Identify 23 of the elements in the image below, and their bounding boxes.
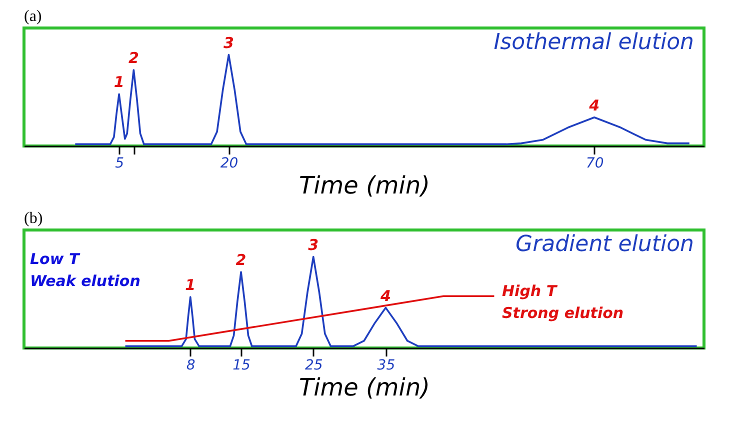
annotation: Isothermal elution [494,30,694,55]
annotation: 1 [114,73,124,92]
annotation: Low T Weak elution [30,250,140,290]
x-axis-title: Time (min) [298,172,430,200]
annotation: High T Strong elution [502,282,624,322]
x-tick-label: 70 [586,156,604,172]
x-tick-label: 20 [220,156,238,172]
annotation: 2 [236,251,246,270]
chart-title: (b) [24,210,43,227]
x-tick-label: 8 [186,358,196,374]
annotation: 1 [185,276,196,294]
annotation: 3 [224,34,234,52]
chart-title: (a) [24,8,42,25]
x-tick-label: 25 [304,358,323,374]
annotation: Gradient elution [516,232,694,257]
annotation: 2 [128,49,139,68]
annotation: 4 [379,286,391,305]
x-tick-label: 35 [377,358,396,374]
x-axis-title: Time (min) [298,374,430,402]
annotation: 3 [308,236,319,254]
x-tick-label: 5 [115,156,124,172]
annotation: 4 [588,96,600,114]
x-tick-label: 15 [232,358,251,374]
